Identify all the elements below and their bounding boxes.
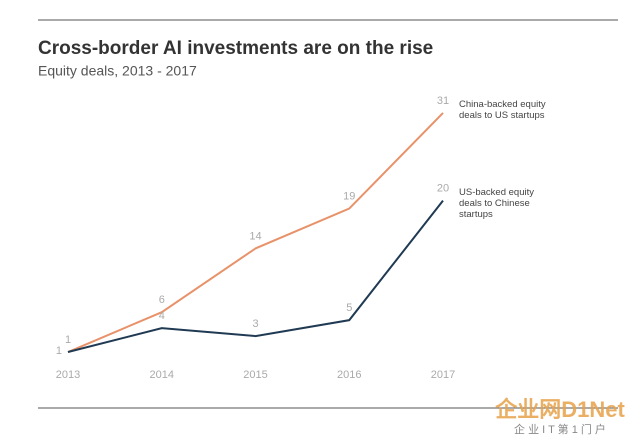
data-label: 4 [159,310,165,322]
chart-subtitle: Equity deals, 2013 - 2017 [38,63,197,79]
legend-entry: China-backed equity deals to US startups [459,98,546,121]
data-label: 3 [252,318,258,330]
data-label: 1 [56,345,62,357]
series-line [67,200,444,353]
x-tick-label: 2014 [150,369,174,381]
chart-title: Cross-border AI investments are on the r… [38,38,433,59]
data-label: 1 [65,334,71,346]
data-label: 5 [346,302,352,314]
data-label: 31 [437,95,449,107]
x-tick-label: 2017 [431,369,455,381]
watermark: 企业网D1Net [494,397,625,422]
x-tick-label: 2015 [243,369,267,381]
legend-entry: US-backed equity deals to Chinese startu… [459,186,534,220]
data-label: 6 [159,294,165,306]
data-label: 19 [343,191,355,203]
data-label: 20 [437,183,449,195]
x-tick-label: 2016 [337,369,361,381]
data-label: 14 [249,230,261,242]
x-tick-label: 2013 [56,369,80,381]
series-line [67,112,444,353]
watermark-sub: 企 业 I T 第 1 门 户 [514,422,606,436]
